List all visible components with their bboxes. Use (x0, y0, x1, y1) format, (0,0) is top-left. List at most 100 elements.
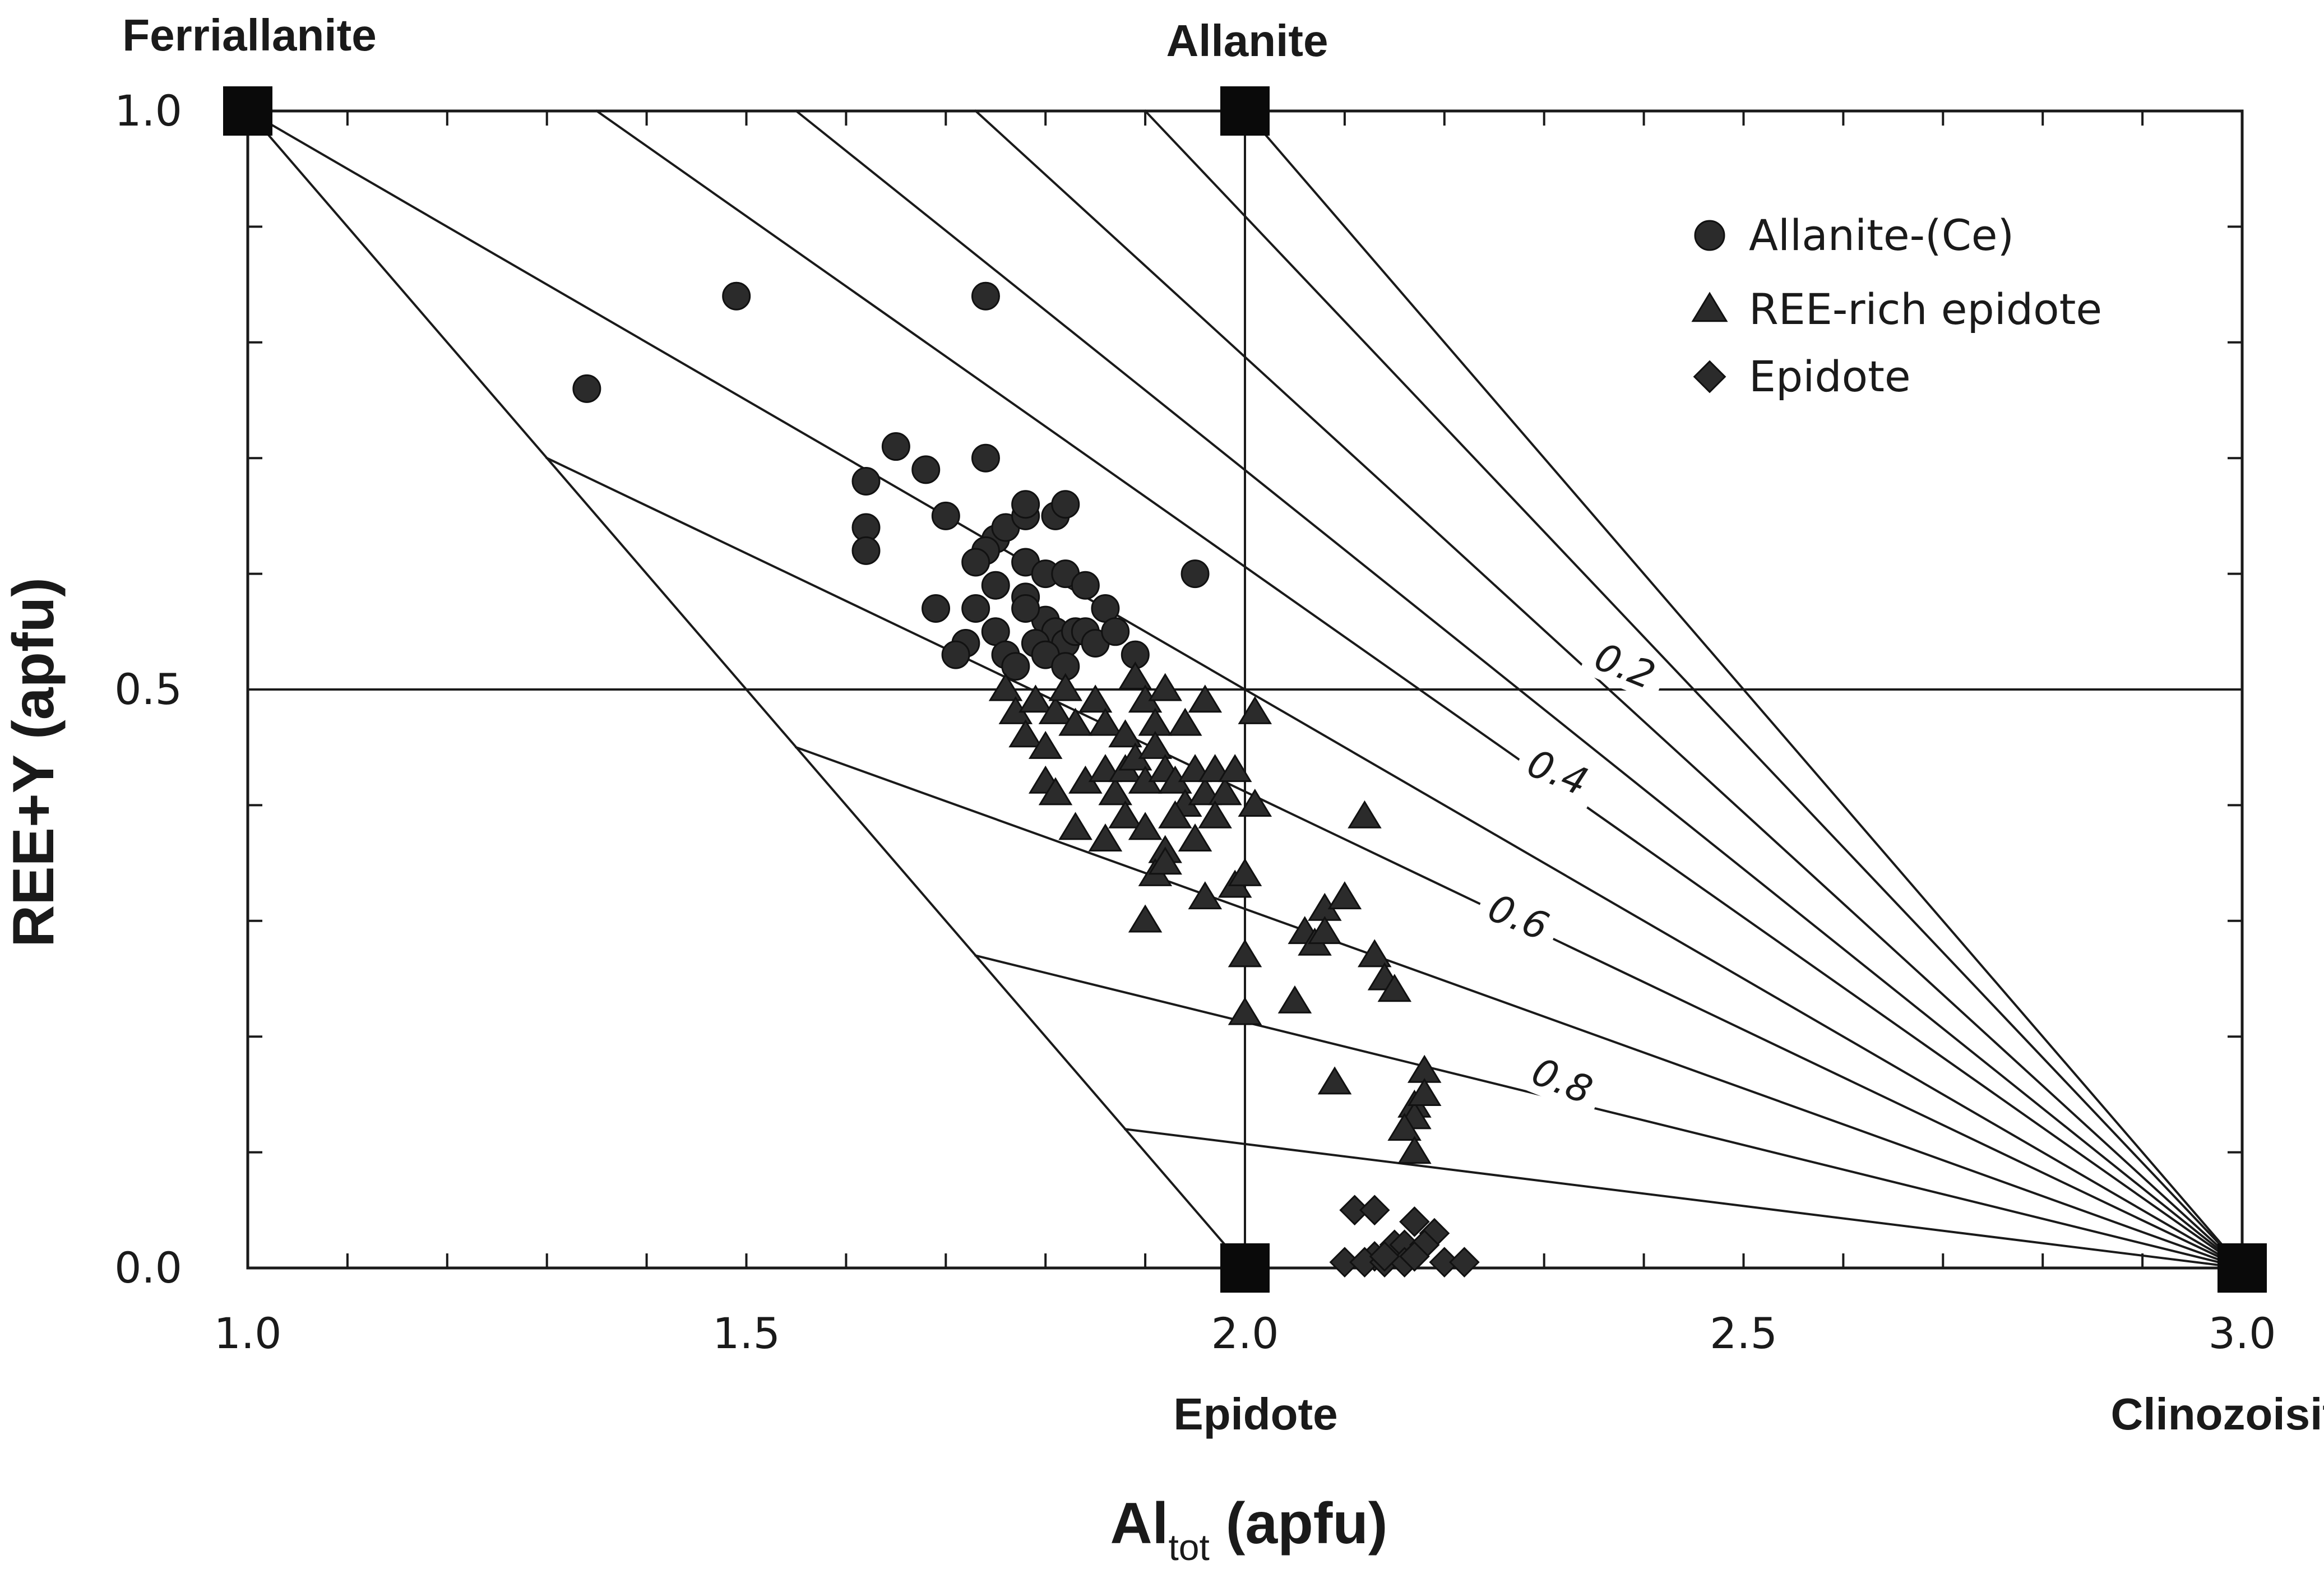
allanite-ce-point (1001, 652, 1030, 681)
ree-rich-epidote-point (1028, 730, 1063, 759)
end-member-clinozoisite-marker (2217, 1243, 2267, 1293)
ree-rich-epidote-point (1148, 846, 1182, 875)
y-tick-label: 0.5 (114, 664, 182, 714)
ree-rich-epidote-point (1358, 939, 1392, 968)
x-axis-title-main: Al (1110, 1491, 1168, 1556)
allanite-ce-point (971, 443, 1000, 473)
epidote-point (1369, 1241, 1400, 1272)
isoline-left-4 (1124, 1128, 2244, 1270)
allanite-ce-point (981, 571, 1010, 600)
ree-rich-epidote-point (1098, 777, 1132, 806)
ree-rich-epidote-point (1327, 881, 1362, 910)
allanite-ce-point (1101, 617, 1130, 646)
ree-rich-epidote-point (1397, 1136, 1432, 1164)
x-tick-label: 1.5 (712, 1308, 780, 1358)
end-member-allanite-label: Allanite (1166, 16, 1328, 66)
legend-label: Allanite-(Ce) (1749, 210, 2014, 260)
isoline-left-3 (974, 954, 2244, 1270)
axis-tick-labels: 1.0 1.5 2.0 2.5 3.0 0.0 0.5 1.0 (114, 86, 2276, 1358)
ree-rich-epidote-point (1118, 661, 1152, 690)
contour-label-bg (1512, 744, 1600, 808)
legend: Allanite-(Ce) REE-rich epidote Epidote (1691, 210, 2102, 401)
allanite-ce-point (1011, 490, 1040, 519)
legend-label: REE-rich epidote (1749, 284, 2102, 334)
isoline-top-2 (794, 109, 2244, 1270)
end-member-ferriallanite-label: Ferriallanite (122, 10, 377, 60)
ree-rich-epidote-point (1088, 823, 1123, 851)
contour-label-bg (1473, 889, 1561, 953)
x-tick-label: 2.0 (1211, 1308, 1279, 1358)
contour-labels: 0.20.40.60.8 (1473, 635, 1668, 1117)
allanite-ce-point (851, 536, 881, 565)
x-tick-label: 3.0 (2209, 1308, 2276, 1358)
x-axis-title: Altot (apfu) (1110, 1491, 1387, 1568)
allanite-ce-point (1051, 490, 1080, 519)
ree-rich-epidote-point (1078, 684, 1113, 713)
ree-rich-epidote-point (1128, 904, 1163, 933)
ree-rich-epidote-point (1217, 754, 1252, 783)
ree-rich-epidote-point (1317, 1066, 1352, 1095)
x-axis-title-suffix: (apfu) (1210, 1491, 1388, 1556)
isoline-top-3 (974, 109, 2244, 1270)
y-axis-title: REE+Y (apfu) (1, 577, 66, 947)
ree-rich-epidote-point (1228, 858, 1262, 886)
ree-rich-epidote-point (1188, 684, 1223, 713)
ree-rich-epidote-point (1108, 719, 1142, 748)
ree-rich-epidote-point (1238, 789, 1272, 817)
end-member-epidote-label: Epidote (1173, 1389, 1337, 1439)
allanite-ce-point (941, 640, 970, 669)
allanite-ce-point (1011, 594, 1040, 623)
epidote-point (1359, 1195, 1390, 1226)
ree-rich-epidote-point (1308, 916, 1342, 945)
ree-rich-epidote-point (988, 673, 1023, 701)
ree-rich-epidote-point (1058, 707, 1092, 736)
allanite-ce-point (722, 281, 751, 311)
end-member-epidote-marker (1220, 1243, 1270, 1293)
allanite-ce-point (572, 374, 601, 403)
ree-rich-epidote-point (1088, 707, 1123, 736)
ree-rich-epidote-point (1238, 696, 1272, 724)
x-tick-label: 2.5 (1710, 1308, 1777, 1358)
data-points (572, 281, 1480, 1278)
epidote-point (1449, 1247, 1480, 1278)
allanite-ce-point (971, 281, 1000, 311)
end-member-markers: Ferriallanite Allanite Epidote Clinozoisite (122, 10, 2324, 1439)
allanite-ce-point (922, 594, 951, 623)
ree-rich-epidote-point (1128, 812, 1163, 840)
contour-label-bg (1516, 1053, 1605, 1117)
ferriallanite-clinozoisite-join (246, 109, 2244, 1270)
allanite-ce-point (1071, 571, 1100, 600)
end-member-clinozoisite-label: Clinozoisite (2111, 1389, 2324, 1439)
isoline-left-1 (545, 456, 2244, 1270)
allanite-ce-point (1180, 559, 1210, 589)
isoline-left-2 (794, 746, 2244, 1270)
legend-triangle-icon (1691, 291, 1728, 322)
allanite-ce-point (961, 548, 990, 577)
ree-rich-epidote-point (1228, 997, 1262, 1025)
ree-rich-epidote-point (1277, 985, 1312, 1013)
x-axis-title-subscript: tot (1168, 1526, 1209, 1568)
contour-label-bg (1579, 638, 1668, 702)
ree-rich-epidote-point (1058, 812, 1092, 840)
ree-rich-epidote-point (1008, 719, 1043, 748)
ree-rich-epidote-point (1228, 939, 1262, 968)
ree-rich-epidote-point (1168, 707, 1202, 736)
ree-rich-epidote-point (1407, 1078, 1442, 1107)
end-member-ferriallanite-marker (223, 86, 272, 136)
epidote-point (1399, 1206, 1430, 1237)
ree-rich-epidote-point (1138, 730, 1173, 759)
ree-rich-epidote-point (1048, 673, 1083, 701)
ree-isolines (246, 109, 2244, 1270)
y-tick-label: 1.0 (114, 86, 182, 136)
ree-rich-epidote-point (1019, 684, 1053, 713)
allanite-ce-point (851, 466, 881, 496)
ree-rich-epidote-point (1208, 777, 1242, 806)
ree-rich-epidote-point (1108, 800, 1142, 829)
ree-rich-epidote-point (1158, 800, 1192, 829)
ree-rich-epidote-point (1038, 696, 1073, 724)
y-tick-label: 0.0 (114, 1243, 182, 1293)
legend-circle-icon (1694, 220, 1725, 251)
allanite-ce-point (881, 432, 910, 461)
ree-rich-epidote-point (1198, 800, 1232, 829)
